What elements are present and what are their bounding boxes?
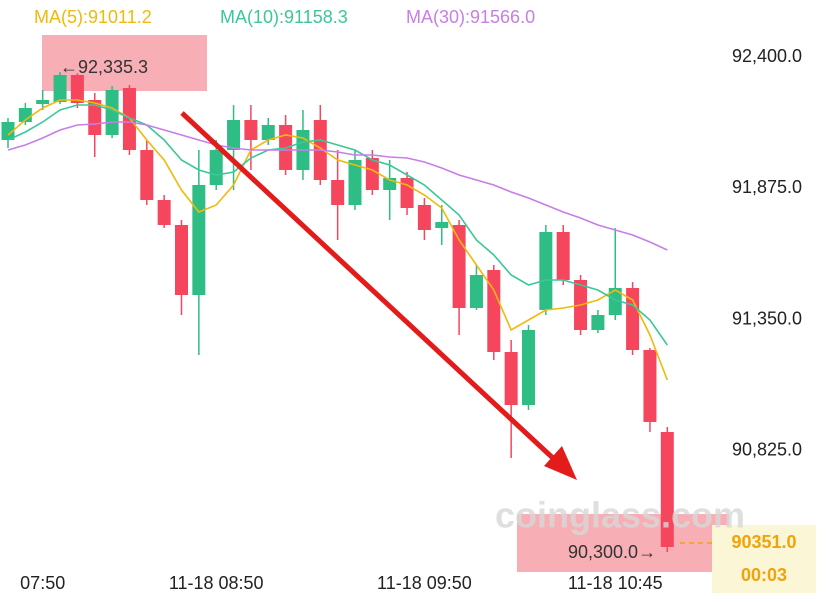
candle-body — [36, 100, 50, 104]
high-label-box — [42, 35, 207, 91]
candle-body — [209, 150, 223, 185]
candle-body — [608, 288, 622, 315]
candle-body — [53, 75, 67, 102]
candle-body — [244, 120, 258, 140]
x-tick-label: 07:50 — [20, 573, 65, 593]
trend-arrow-head — [544, 446, 577, 480]
ma-line — [7, 99, 669, 381]
x-tick-label: 11-18 08:50 — [169, 573, 264, 593]
candle-body — [556, 232, 570, 280]
price-tag: 90351.0 — [731, 532, 796, 552]
countdown: 00:03 — [741, 565, 787, 585]
price-tag-box — [712, 525, 816, 593]
candle-body — [88, 100, 102, 135]
candle-body — [140, 150, 154, 200]
watermark: coinglass.com — [495, 495, 745, 536]
candle-body — [469, 275, 483, 308]
candle-body — [660, 432, 674, 547]
x-tick-label: 11-18 09:50 — [377, 573, 472, 593]
y-tick-label: 90,825.0 — [732, 440, 802, 460]
candle-body — [522, 330, 535, 405]
candle-body — [261, 125, 275, 140]
high-label: ←92,335.3 — [60, 57, 148, 77]
candle-body — [348, 160, 362, 205]
candle-body — [157, 200, 171, 225]
y-tick-label: 92,400.0 — [732, 46, 802, 66]
candle-body — [539, 232, 553, 310]
candle-body — [1, 122, 15, 140]
candle-body — [435, 222, 449, 228]
candle-body — [400, 178, 414, 208]
plot-area — [1, 56, 724, 552]
candle-body — [417, 205, 431, 230]
candle-body — [192, 185, 206, 295]
x-tick-label: 11-18 10:45 — [568, 573, 663, 593]
candle-body — [70, 75, 84, 103]
candle-body — [643, 350, 657, 422]
y-tick-label: 91,350.0 — [732, 308, 802, 328]
legend-entry: MA(10):91158.3 — [220, 7, 348, 27]
candle-body — [365, 158, 379, 190]
candle-body — [591, 315, 605, 330]
ma-line — [7, 121, 668, 251]
y-tick-label: 91,875.0 — [732, 177, 802, 197]
candle-body — [105, 90, 119, 135]
candle-body — [452, 225, 466, 308]
ma-line — [7, 104, 668, 346]
candle-body — [227, 120, 241, 150]
candle-body — [331, 180, 345, 205]
legend-entry: MA(5):91011.2 — [34, 7, 152, 27]
legend-entry: MA(30):91566.0 — [406, 7, 535, 27]
candle-body — [487, 270, 501, 352]
candle-body — [175, 225, 188, 295]
candle-body — [504, 352, 518, 405]
trend-arrow — [180, 111, 557, 462]
low-label: 90,300.0→ — [568, 542, 656, 562]
